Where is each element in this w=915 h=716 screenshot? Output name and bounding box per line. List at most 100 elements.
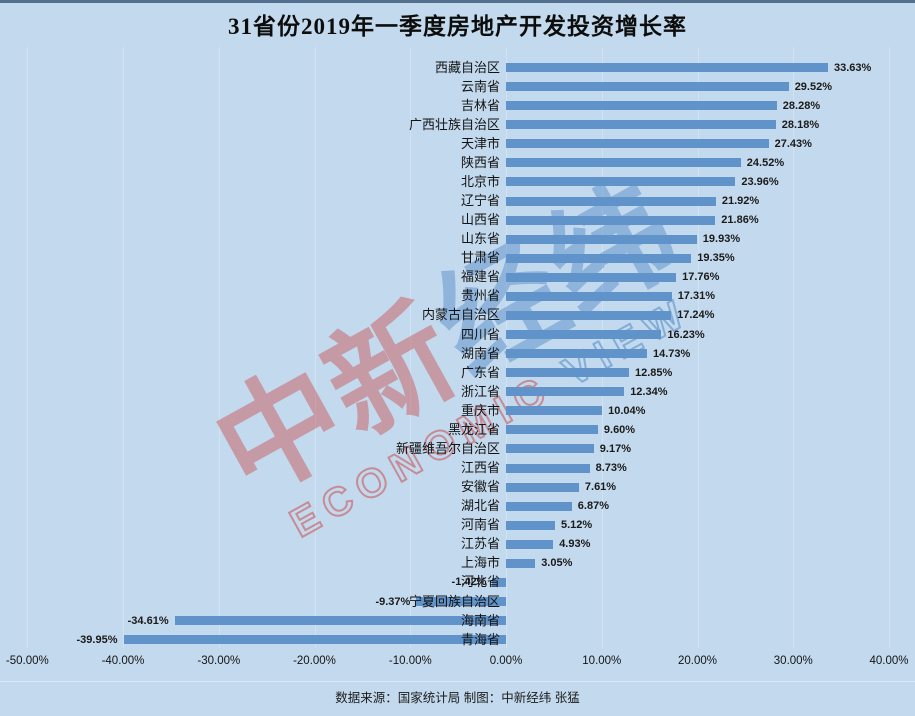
value-label: 8.73% — [595, 462, 627, 474]
category-label: 吉林省 — [460, 97, 500, 113]
category-label: 山东省 — [460, 231, 500, 247]
bar-吉林省 — [506, 101, 777, 111]
bar-西藏自治区 — [506, 63, 828, 72]
category-label: 江苏省 — [460, 536, 500, 552]
value-label: 6.87% — [577, 500, 609, 513]
bar-云南省 — [506, 82, 789, 92]
bar-安徽省 — [506, 482, 579, 492]
category-label: 内蒙古自治区 — [421, 307, 500, 323]
category-label: 四川省 — [460, 326, 500, 342]
bar-黑龙江省 — [506, 425, 598, 435]
bar-福建省 — [506, 272, 677, 282]
category-label: 湖北省 — [460, 498, 500, 514]
bar-山东省 — [506, 234, 697, 244]
bar-四川省 — [506, 330, 662, 339]
value-label: -9.37% — [375, 595, 411, 608]
value-label: 12.85% — [635, 366, 673, 379]
bar-甘肃省 — [506, 253, 692, 263]
gridline — [793, 47, 795, 648]
bar-上海市 — [506, 558, 536, 568]
bar-陕西省 — [506, 158, 741, 168]
category-label: 江西省 — [460, 460, 500, 475]
value-label: 3.05% — [541, 557, 573, 570]
x-tick-label: 40.00% — [869, 655, 909, 667]
bar-浙江省 — [506, 387, 625, 397]
bar-天津市 — [506, 139, 769, 149]
bar-湖北省 — [506, 501, 572, 511]
category-label: 云南省 — [460, 78, 500, 94]
value-label: -34.61% — [127, 614, 169, 627]
category-label: 陕西省 — [460, 154, 500, 170]
x-tick-label: 30.00% — [773, 655, 813, 667]
value-label: 12.34% — [630, 385, 668, 398]
category-label: 北京市 — [460, 173, 500, 189]
category-label: 甘肃省 — [460, 250, 500, 266]
x-tick-label: -10.00% — [388, 655, 432, 667]
x-tick-label: 10.00% — [582, 655, 622, 667]
value-label: 17.31% — [677, 290, 715, 303]
gridline — [601, 47, 603, 648]
category-label: 湖南省 — [460, 345, 500, 361]
category-label: 贵州省 — [460, 288, 500, 304]
x-tick-label: -40.00% — [101, 655, 145, 667]
gridline — [506, 47, 507, 648]
x-tick-label: -50.00% — [5, 655, 49, 667]
value-label: 7.61% — [584, 481, 617, 493]
gridline — [410, 47, 412, 648]
category-label: 西藏自治区 — [434, 59, 500, 75]
value-label: 19.93% — [702, 233, 741, 246]
value-label: 14.73% — [653, 347, 691, 360]
bar-贵州省 — [506, 291, 672, 301]
gridline — [697, 47, 699, 648]
bar-重庆市 — [506, 406, 603, 416]
category-label: 重庆市 — [460, 402, 500, 418]
value-label: 24.52% — [746, 156, 785, 169]
bar-内蒙古自治区 — [506, 310, 672, 320]
category-label: 福建省 — [460, 269, 500, 285]
bar-北京市 — [506, 177, 736, 187]
value-label: -39.95% — [76, 633, 118, 646]
category-label: 山西省 — [460, 212, 500, 228]
category-label: 安徽省 — [460, 479, 500, 494]
category-label: 宁夏回族自治区 — [408, 593, 500, 609]
value-label: 5.12% — [561, 519, 593, 532]
bar-湖南省 — [506, 349, 647, 359]
value-label: 9.17% — [599, 442, 631, 455]
gridline — [218, 47, 220, 648]
category-label: 河南省 — [460, 517, 500, 533]
bar-江苏省 — [506, 539, 554, 549]
value-label: 17.24% — [677, 309, 715, 322]
x-tick-label: 0.00% — [489, 655, 523, 667]
source-note: 数据来源：国家统计局 制图：中新经纬 张猛 — [335, 691, 580, 705]
gridline — [889, 47, 890, 648]
value-label: 21.86% — [721, 214, 759, 227]
bar-广东省 — [506, 368, 629, 378]
category-label: 天津市 — [460, 135, 500, 151]
category-label: 辽宁省 — [460, 193, 500, 208]
x-tick-label: 20.00% — [677, 655, 717, 667]
bar-河南省 — [506, 520, 555, 530]
category-label: 海南省 — [460, 612, 500, 628]
category-label: 浙江省 — [460, 383, 500, 399]
value-label: 28.28% — [782, 99, 821, 112]
value-label: 33.63% — [834, 61, 872, 74]
value-label: 29.52% — [794, 80, 832, 93]
value-label: 4.93% — [559, 538, 591, 551]
category-label: 青海省 — [460, 631, 500, 647]
category-label: 广西壮族自治区 — [408, 116, 500, 132]
category-label: 河北省 — [460, 574, 500, 590]
bar-辽宁省 — [506, 196, 716, 206]
category-label: 新疆维吾尔自治区 — [395, 440, 500, 456]
value-label: 16.23% — [667, 328, 705, 341]
watermark-en-blue: VIEW — [555, 288, 699, 396]
bar-广西壮族自治区 — [506, 120, 776, 130]
top-border-line — [0, 0, 915, 3]
bar-宁夏回族自治区 — [416, 597, 506, 606]
bar-青海省 — [123, 635, 506, 645]
bar-新疆维吾尔自治区 — [506, 444, 594, 454]
value-label: 27.43% — [774, 137, 812, 150]
category-label: 上海市 — [460, 555, 500, 571]
gridline — [123, 47, 124, 648]
x-tick-label: -20.00% — [293, 655, 336, 667]
